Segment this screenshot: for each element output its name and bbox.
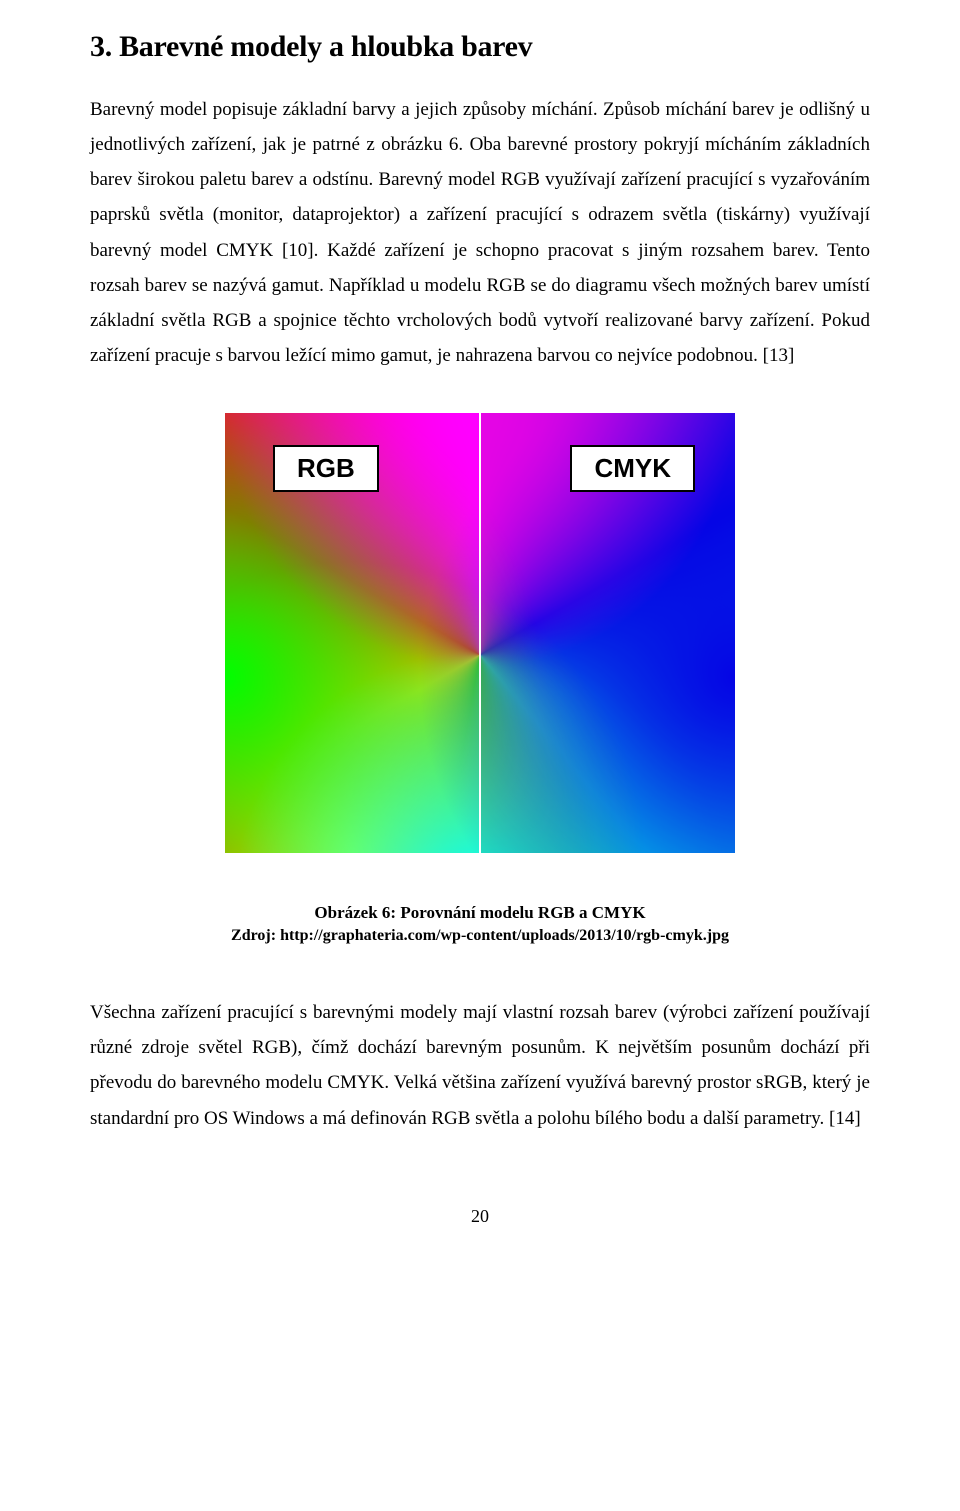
spectrum-comparison: RGB CMYK bbox=[225, 413, 735, 853]
figure-rgb-cmyk: RGB CMYK Obrázek 6: Porovnání modelu RGB… bbox=[90, 413, 870, 965]
figure-caption: Obrázek 6: Porovnání modelu RGB a CMYK bbox=[314, 903, 645, 923]
paragraph-2: Všechna zařízení pracující s barevnými m… bbox=[90, 995, 870, 1136]
cmyk-label: CMYK bbox=[570, 445, 695, 492]
rgb-label: RGB bbox=[273, 445, 379, 492]
page-number: 20 bbox=[90, 1206, 870, 1227]
section-heading: 3. Barevné modely a hloubka barev bbox=[90, 30, 870, 64]
paragraph-1: Barevný model popisuje základní barvy a … bbox=[90, 92, 870, 373]
panel-divider bbox=[479, 413, 481, 853]
figure-source: Zdroj: http://graphateria.com/wp-content… bbox=[231, 927, 729, 945]
